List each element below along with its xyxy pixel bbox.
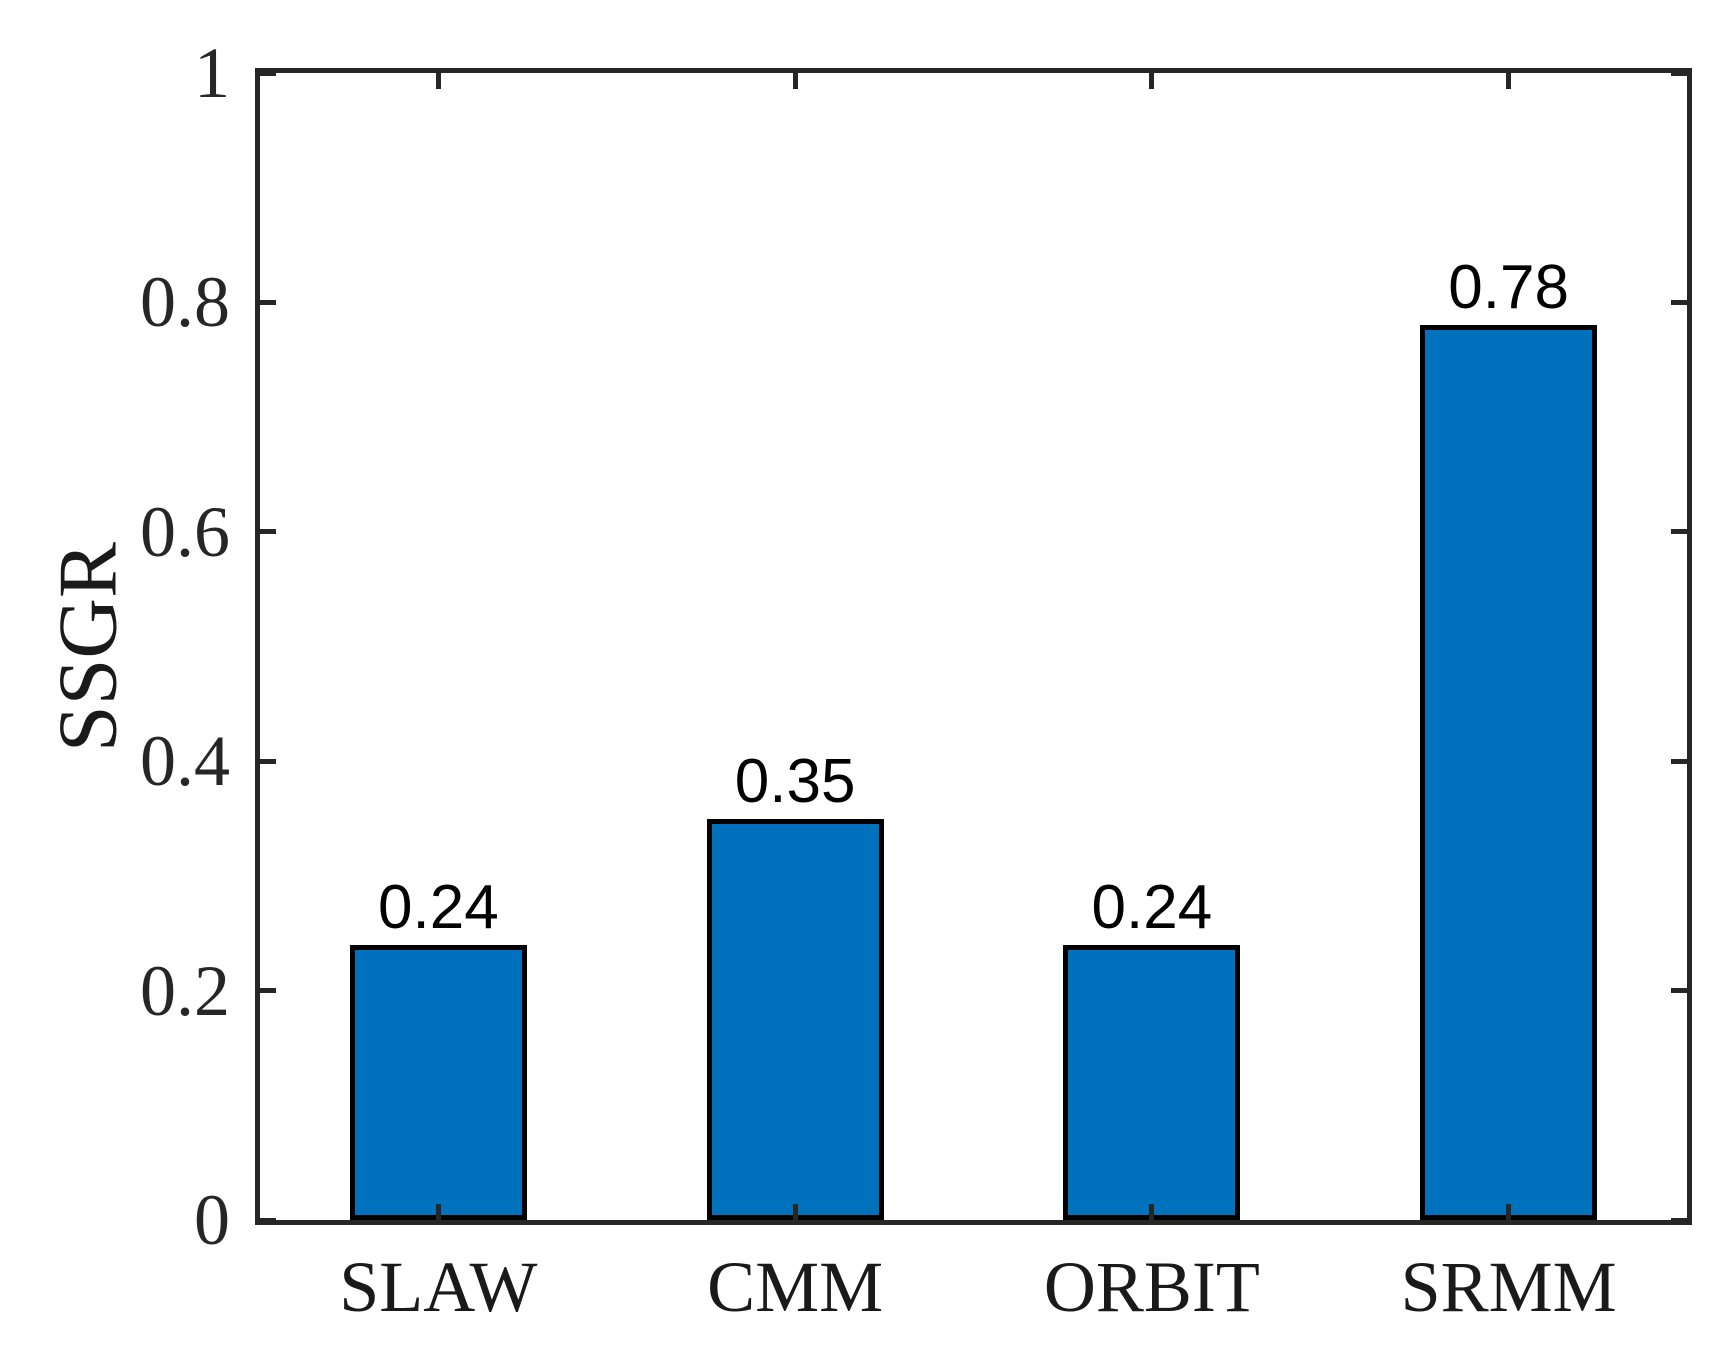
y-tick-right — [1671, 758, 1687, 764]
x-tick-top — [792, 73, 798, 89]
bar-value-label: 0.78 — [1448, 253, 1569, 323]
y-tick-left — [260, 988, 276, 994]
y-tick-right — [1671, 299, 1687, 305]
y-tick-label: 0.6 — [140, 491, 230, 572]
y-tick-label: 0.4 — [140, 721, 230, 802]
y-tick-left — [260, 529, 276, 535]
y-tick-left — [260, 1217, 276, 1223]
x-tick-bottom — [1149, 1204, 1155, 1220]
x-tick-label: SRMM — [1400, 1247, 1617, 1327]
y-tick-left — [260, 70, 276, 76]
x-tick-label: SLAW — [339, 1247, 538, 1327]
y-tick-left — [260, 299, 276, 305]
bar-value-label: 0.24 — [378, 872, 499, 942]
y-tick-right — [1671, 1217, 1687, 1223]
y-tick-label: 1 — [194, 33, 230, 113]
bar-value-label: 0.24 — [1091, 872, 1213, 942]
plot-area — [255, 68, 1692, 1225]
y-tick-label: 0 — [194, 1180, 230, 1260]
y-tick-left — [260, 758, 276, 764]
bar-slaw — [349, 944, 527, 1220]
y-tick-label: 0.8 — [140, 262, 230, 343]
x-tick-label: ORBIT — [1043, 1247, 1260, 1327]
x-tick-label: CMM — [707, 1247, 884, 1327]
bar-srmm — [1420, 325, 1598, 1220]
x-tick-bottom — [1506, 1204, 1512, 1220]
y-tick-right — [1671, 529, 1687, 535]
bar-cmm — [706, 818, 884, 1220]
bar-orbit — [1063, 944, 1241, 1220]
x-tick-bottom — [435, 1204, 441, 1220]
y-axis-label: SSGR — [41, 541, 135, 753]
y-tick-label: 0.2 — [140, 950, 230, 1031]
x-tick-top — [1149, 73, 1155, 89]
y-tick-right — [1671, 70, 1687, 76]
y-tick-right — [1671, 988, 1687, 994]
x-tick-top — [1506, 73, 1512, 89]
x-tick-bottom — [792, 1204, 798, 1220]
x-tick-top — [435, 73, 441, 89]
bar-value-label: 0.35 — [734, 746, 856, 816]
